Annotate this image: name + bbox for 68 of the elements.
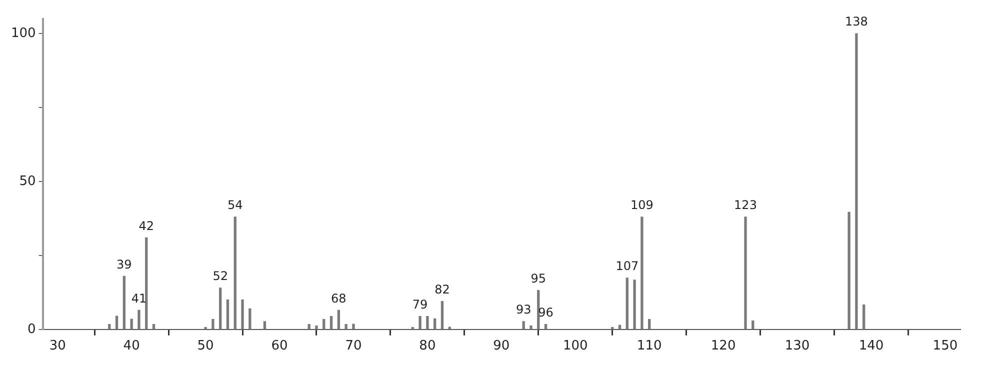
- bar: [330, 316, 333, 330]
- bar: [440, 300, 444, 330]
- bar: [337, 310, 340, 330]
- annotation: 42: [138, 218, 154, 233]
- bar: [752, 320, 754, 330]
- bar: [522, 321, 525, 330]
- y-tick-label: 0: [28, 322, 36, 337]
- bar: [426, 316, 429, 330]
- bar: [626, 278, 628, 330]
- x-tick-label: 110: [636, 338, 662, 354]
- x-tick-label: 50: [197, 338, 214, 354]
- x-tick-label: 90: [493, 338, 510, 354]
- bar: [108, 324, 111, 330]
- bar: [640, 216, 644, 330]
- annotation: 54: [227, 198, 243, 212]
- bar: [234, 216, 236, 330]
- bar: [648, 319, 651, 330]
- x-tick-label: 80: [419, 338, 436, 354]
- annotation: 52: [212, 269, 228, 284]
- bar: [248, 308, 252, 330]
- annotation: 107: [616, 259, 639, 274]
- bar: [434, 318, 436, 330]
- bar: [530, 326, 532, 330]
- x-tick-label: 100: [562, 338, 588, 354]
- bar: [855, 33, 858, 330]
- bar: [130, 318, 133, 330]
- bar: [537, 290, 540, 330]
- bar: [448, 326, 451, 330]
- x-tick-label: 120: [710, 338, 736, 354]
- annotation: 82: [434, 282, 450, 296]
- bar: [212, 319, 214, 330]
- bar: [145, 237, 148, 330]
- bar: [344, 324, 348, 330]
- bar: [862, 304, 866, 330]
- annotation: 93: [516, 302, 532, 317]
- annotation: 79: [412, 298, 428, 312]
- bar: [226, 299, 230, 330]
- x-tick-label: 70: [345, 338, 362, 354]
- bar: [308, 324, 310, 330]
- annotation: 39: [116, 257, 132, 272]
- x-tick-label: 60: [271, 338, 288, 354]
- annotation: 109: [630, 198, 654, 212]
- bar: [352, 324, 355, 330]
- bar: [152, 324, 156, 330]
- bar: [633, 280, 636, 330]
- bar: [418, 316, 422, 330]
- bar: [544, 324, 548, 330]
- bar: [315, 326, 318, 330]
- x-tick-label: 40: [123, 338, 140, 354]
- bar: [241, 299, 244, 330]
- annotation: 138: [844, 14, 868, 29]
- bar: [744, 216, 747, 330]
- x-tick-label: 130: [784, 338, 810, 354]
- bar: [848, 212, 850, 330]
- bar: [219, 288, 222, 330]
- bar: [322, 319, 326, 330]
- annotation: 123: [734, 198, 757, 212]
- annotation: 68: [331, 291, 346, 306]
- bar: [115, 316, 118, 330]
- bar: [263, 321, 266, 330]
- y-tick-label: 50: [19, 174, 36, 189]
- bar: [138, 310, 140, 330]
- x-tick-label: 30: [49, 338, 66, 354]
- annotation: 95: [530, 271, 546, 286]
- x-tick-label: 150: [932, 338, 958, 354]
- bar: [122, 276, 126, 330]
- x-tick-label: 140: [858, 338, 884, 354]
- y-tick-label: 100: [10, 26, 36, 41]
